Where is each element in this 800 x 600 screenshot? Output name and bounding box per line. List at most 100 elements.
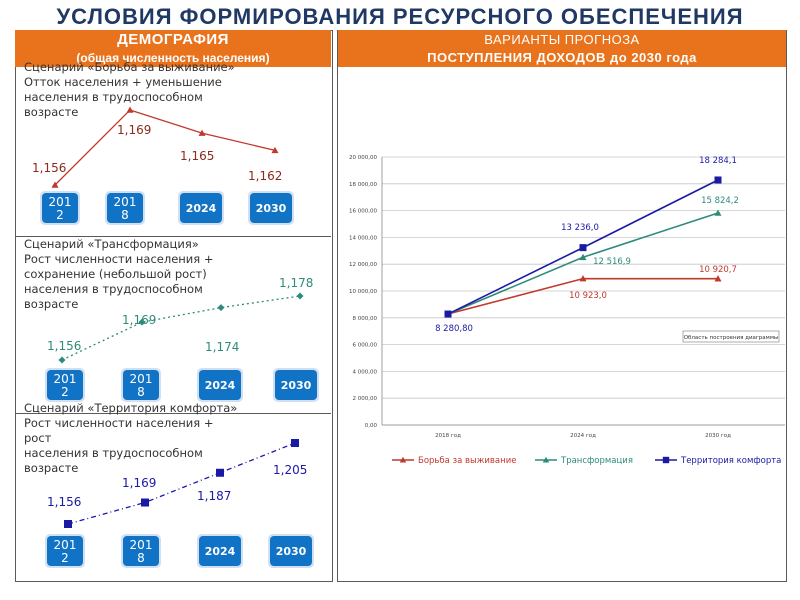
scenario-1-value-label: 1,156 [32,161,66,175]
year-box-bg [199,536,241,566]
year-box-bg [123,536,159,566]
year-box-label: 201 [130,538,153,552]
series-data-label-3: 13 236,0 [561,223,599,233]
scenario-3-value-label: 1,169 [122,476,156,490]
page-title: УСЛОВИЯ ФОРМИРОВАНИЯ РЕСУРСНОГО ОБЕСПЕЧЕ… [56,4,744,29]
scenario-1-year-box: 2024 [178,191,224,225]
scenario-1-point [126,106,134,113]
demography-panel [15,30,333,582]
series-point-3 [714,176,722,184]
scenario-3-line: Рост численности населения + [24,416,214,430]
year-box-bg [47,370,83,400]
scenario-3-line: населения в трудоспособном [24,446,203,460]
scenario-2-value-label: 1,169 [122,313,156,327]
scenario-3-point [64,520,72,528]
scenario-1-point [51,181,59,188]
plot-area-tooltip: Область построения диаграммы [682,330,780,343]
scenario-3-point [291,439,299,447]
year-box-bg [275,370,317,400]
scenario-1-year-box: 2018 [105,191,145,225]
year-box-bg [42,193,78,223]
scenario-2-line: Сценарий «Трансформация» [24,237,199,251]
year-box-label: 2 [61,385,69,399]
y-tick-label: 4 000,00 [353,369,378,375]
year-box-label: 8 [137,385,145,399]
demography-header-title: ДЕМОГРАФИЯ [117,31,229,48]
demography-header: ДЕМОГРАФИЯ (общая численность населения) [15,30,331,67]
year-box-label: 2030 [276,545,307,558]
scenario-1-year-box: 2030 [248,191,294,225]
scenario-3-line: Сценарий «Территория комфорта» [24,401,238,415]
scenario-2-point [217,304,225,312]
scenario-2-point [138,318,146,326]
scenario-2-value-label: 1,156 [47,339,81,353]
series-data-label-2: 15 824,2 [701,196,739,206]
scenario-3-value-label: 1,187 [197,489,231,503]
scenario-3-value-label: 1,205 [273,463,307,477]
plot-area-tooltip-box [682,330,780,343]
scenario-3-line: рост [24,431,52,445]
legend-marker [662,456,670,464]
scenario-2-year-box: 2030 [273,368,319,402]
x-tick-label: 2030 год [705,433,731,439]
series-point-1 [714,275,722,282]
scenario-1-value-label: 1,162 [248,169,282,183]
year-box-bg [250,193,292,223]
legend-label: Борьба за выживание [418,456,516,466]
series-point-1 [579,275,587,282]
scenario-3-year-box: 2030 [268,534,314,568]
year-box-label: 201 [130,372,153,386]
scenario-1-line: Сценарий «Борьба за выживание» [24,60,235,74]
scenario-2-point [58,356,66,364]
y-tick-label: 12 000,00 [349,262,377,268]
year-box-bg [199,370,241,400]
scenario-2-line: возрасте [24,297,79,311]
year-box-label: 8 [137,551,145,565]
scenario-1-value-label: 1,165 [180,149,214,163]
y-tick-label: 20 000,00 [349,155,377,161]
plot-area-tooltip-text: Область построения диаграммы [684,335,779,341]
scenario-divider [15,413,331,414]
x-tick-label: 2024 год [570,433,596,439]
legend-label: Территория комфорта [680,456,781,466]
series-point-2 [714,209,722,216]
scenario-3-value-label: 1,156 [47,495,81,509]
y-tick-label: 16 000,00 [349,209,377,215]
year-box-label: 2030 [256,202,287,215]
year-box-bg [123,370,159,400]
series-data-label-1: 10 920,7 [699,265,737,275]
scenario-1-line: возрасте [24,105,79,119]
forecast-panel [337,30,787,582]
series-data-label-3: 18 284,1 [699,156,737,166]
scenario-1-line [54,109,276,186]
scenario-divider [15,236,331,237]
scenario-2-line: сохранение (небольшой рост) [24,267,207,281]
y-tick-label: 8 000,00 [353,316,378,322]
scenario-3-year-box: 2018 [121,534,161,568]
scenario-2-year-box: 2024 [197,368,243,402]
scenario-2-year-box: 2018 [121,368,161,402]
year-box-label: 2024 [205,379,236,392]
y-tick-label: 2 000,00 [353,396,378,402]
scenario-2-line: Рост численности населения + [24,252,214,266]
y-tick-label: 14 000,00 [349,235,377,241]
year-box-label: 201 [49,195,72,209]
scenario-3-text: Сценарий «Территория комфорта» Рост числ… [24,401,324,476]
series-data-label-1: 10 923,0 [569,291,607,301]
scenario-1-value-label: 1,169 [117,123,151,137]
year-box-bg [180,193,222,223]
scenario-3-year-box: 2024 [197,534,243,568]
series-point-2 [579,253,587,261]
scenario-2-point [296,292,304,300]
year-box-bg [270,536,312,566]
scenario-1-line: Отток населения + уменьшение [24,75,222,89]
scenario-3-point [141,498,149,507]
x-tick-label: 2018 год [435,433,461,439]
demography-header-subtitle: (общая численность населения) [76,51,270,65]
year-box-bg [47,536,83,566]
